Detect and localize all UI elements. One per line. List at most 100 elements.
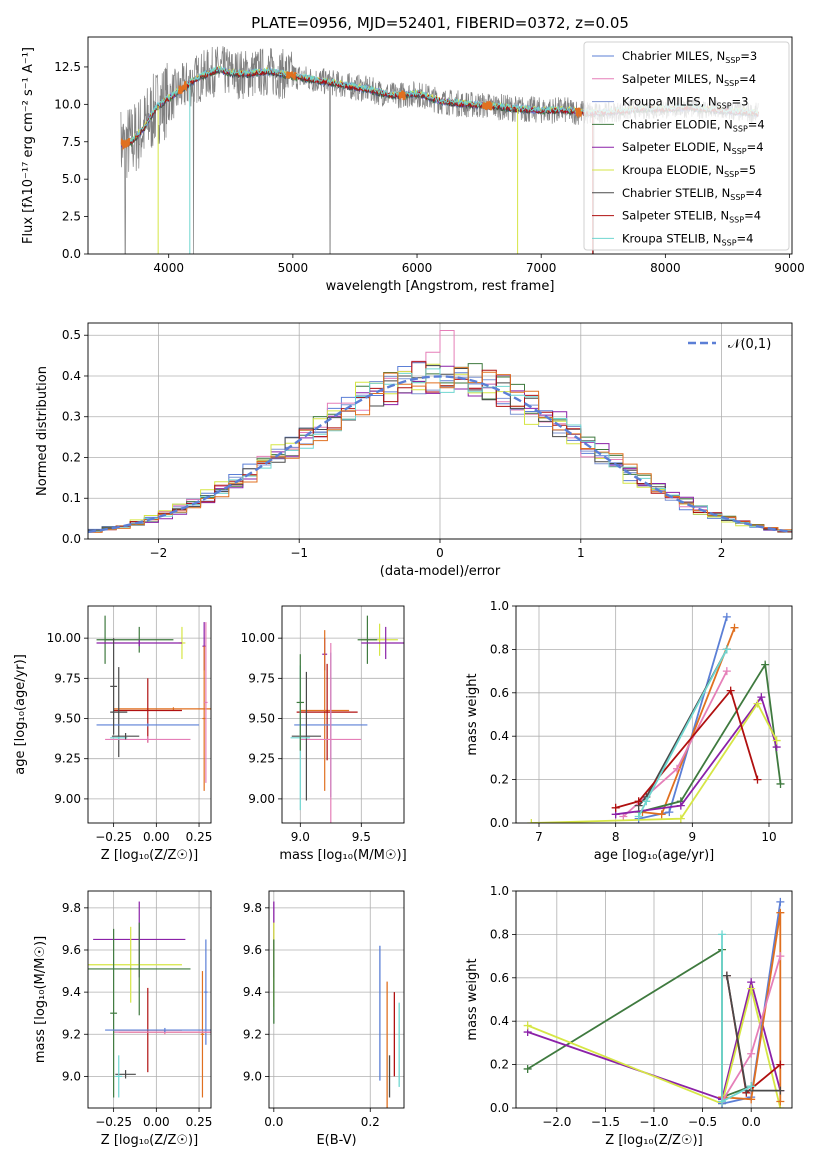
- axes-frame: [87, 605, 212, 824]
- series-marker: [722, 667, 731, 676]
- x-tick-label: 10: [761, 830, 776, 844]
- y-axis-label: Normed distribution: [35, 366, 50, 496]
- series-marker: [730, 623, 739, 632]
- x-tick-label: 4000: [153, 261, 184, 275]
- x-tick-label: 9000: [774, 261, 805, 275]
- plot-content: [273, 901, 400, 1108]
- series-marker: [747, 1049, 756, 1058]
- y-tick-label: 9.6: [243, 943, 262, 957]
- series-marker: [776, 952, 785, 961]
- series-marker: [634, 797, 643, 806]
- y-tick-label: 9.8: [62, 901, 81, 915]
- x-tick-label: 1: [577, 546, 585, 560]
- legend-count: =4: [747, 140, 764, 154]
- y-tick-label: 7.5: [62, 135, 81, 149]
- plot-content: [88, 901, 211, 1098]
- x-tick-label: 0.2: [361, 1115, 380, 1129]
- series-marker: [761, 660, 770, 669]
- y-tick-label: 9.75: [248, 671, 275, 685]
- x-tick-label: 7000: [526, 261, 557, 275]
- y-tick-label: 9.0: [243, 1069, 262, 1083]
- plot-content: [523, 897, 785, 1108]
- mass-vs-extinction-panel: 0.0 0.2 9.0 9.2 9.4 9.6 9.8 E(B-V): [243, 890, 405, 1148]
- series-marker: [776, 1086, 785, 1095]
- series-line: [531, 701, 778, 823]
- series-marker: [665, 808, 674, 817]
- legend-subscript: SSP: [722, 238, 737, 247]
- series-marker: [722, 612, 731, 621]
- y-tick-label: 9.75: [54, 671, 81, 685]
- y-tick-label: 9.50: [248, 712, 275, 726]
- series-line: [527, 988, 782, 1108]
- series-marker: [523, 1064, 532, 1073]
- y-tick-label: 9.25: [54, 752, 81, 766]
- y-tick-label: 0.8: [490, 927, 509, 941]
- y-tick-label: 0.2: [62, 450, 81, 464]
- axes-frame: [515, 890, 793, 1109]
- masked-region-line: [120, 137, 131, 151]
- x-tick-label: −0.5: [688, 1115, 717, 1129]
- series-line: [638, 661, 782, 813]
- legend-count: =4: [744, 209, 761, 223]
- x-tick-label: 9.5: [352, 830, 371, 844]
- y-axis-label: Flux [fλ10⁻¹⁷ erg cm⁻² s⁻¹ A⁻¹]: [21, 47, 36, 244]
- legend-label: Chabrier STELIB, NSSP=4: [622, 186, 762, 202]
- axes-frame: [268, 890, 405, 1109]
- legend-label: Kroupa ELODIE, NSSP=5: [622, 163, 756, 179]
- x-axis-label: mass [log₁₀(M/M☉)]: [279, 848, 406, 863]
- residual-histogram-panel: −2 −1 0 1 2 0.0 0.1 0.2 0.3 0.4 0.5 (data-model)/er…: [35, 322, 793, 579]
- series-marker: [753, 775, 762, 784]
- x-tick-label: 8: [612, 830, 620, 844]
- y-tick-label: 0.6: [490, 971, 509, 985]
- y-tick-label: 0.4: [490, 1014, 509, 1028]
- legend-subscript: SSP: [732, 147, 747, 156]
- x-tick-label: 0.25: [186, 830, 213, 844]
- series-marker: [642, 797, 651, 806]
- legend-subscript: SSP: [725, 56, 740, 65]
- legend-count: =4: [748, 117, 765, 131]
- legend-label: Salpeter ELODIE, NSSP=4: [622, 140, 764, 156]
- y-tick-label: 5.0: [62, 172, 81, 186]
- series-marker: [676, 801, 685, 810]
- legend-count: =5: [739, 163, 756, 177]
- masked-region-line: [285, 71, 297, 80]
- x-tick-label: 6000: [402, 261, 433, 275]
- legend-label: Salpeter STELIB, NSSP=4: [622, 209, 761, 225]
- x-axis-label: (data-model)/error: [380, 564, 501, 579]
- x-tick-label: 0.00: [143, 1115, 170, 1129]
- axes-frame: [515, 605, 793, 824]
- y-tick-label: 9.4: [62, 985, 81, 999]
- legend-count: =4: [739, 72, 756, 86]
- age-vs-mass-panel: 9.0 9.5 9.00 9.25 9.50 9.75 10.00 mass [log₁₀(M…: [241, 605, 407, 863]
- x-tick-label: 9.0: [291, 830, 310, 844]
- legend-count: =4: [737, 231, 754, 245]
- y-tick-label: 10.00: [47, 631, 81, 645]
- x-axis-label: Z [log₁₀(Z/Z☉)]: [101, 848, 198, 863]
- axes-frame: [87, 322, 793, 540]
- y-tick-label: 0.6: [490, 686, 509, 700]
- legend-label: Kroupa STELIB, NSSP=4: [622, 231, 753, 247]
- weight-vs-metallicity-panel: −2.0 −1.5 −1.0 −0.5 0.0 0.0 0.2 0.4 0.6 0.8 1.0 Z […: [465, 884, 793, 1148]
- y-tick-label: 2.5: [62, 210, 81, 224]
- series-marker: [776, 908, 785, 917]
- legend-subscript: SSP: [724, 170, 739, 179]
- plot-content: [88, 330, 792, 534]
- mass-vs-metallicity-panel: −0.25 0.00 0.25 9.0 9.2 9.4 9.6 9.8 Z [log₁₀(Z/Z…: [33, 890, 212, 1148]
- normal-distribution-curve: [88, 375, 792, 534]
- x-tick-label: −0.25: [95, 1115, 132, 1129]
- series-marker: [611, 803, 620, 812]
- y-tick-label: 9.6: [62, 943, 81, 957]
- x-tick-label: 0.0: [742, 1115, 761, 1129]
- masked-region-line: [481, 100, 493, 111]
- figure-title: PLATE=0956, MJD=52401, FIBERID=0372, z=0…: [251, 14, 629, 32]
- y-tick-label: 1.0: [490, 599, 509, 613]
- series-marker: [726, 686, 735, 695]
- weight-vs-age-panel: 7 8 9 10 0.0 0.2 0.4 0.6 0.8 1.0 age [log₁₀(age/yr…: [465, 599, 793, 863]
- masked-region-line: [177, 80, 188, 95]
- legend-label: Chabrier MILES, NSSP=3: [622, 49, 757, 65]
- y-tick-label: 0.8: [490, 642, 509, 656]
- axes-frame: [281, 605, 405, 824]
- y-axis-label: mass weight: [465, 673, 480, 755]
- y-tick-label: 9.2: [62, 1027, 81, 1041]
